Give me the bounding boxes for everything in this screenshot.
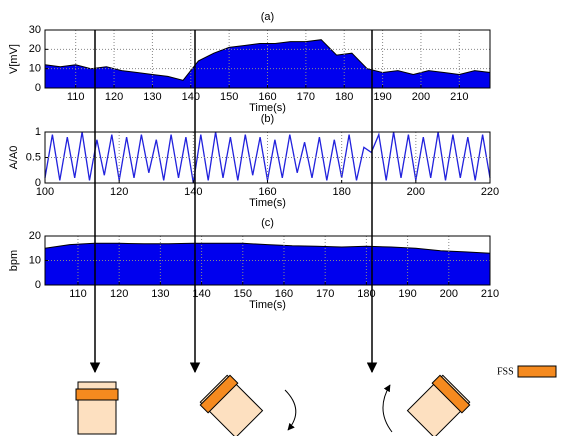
y-tick-label: 30 — [29, 24, 41, 36]
legend-label: FSS — [497, 366, 514, 377]
x-tick-label: 190 — [398, 288, 416, 300]
device-tilted-left — [199, 374, 264, 436]
x-tick-label: 180 — [357, 288, 375, 300]
x-tick-label: 210 — [481, 288, 499, 300]
x-tick-label: 130 — [151, 288, 169, 300]
rotation-arrow — [383, 385, 392, 432]
y-tick-label: 10 — [29, 254, 41, 266]
chart-title: (c) — [261, 217, 274, 229]
x-tick-label: 120 — [110, 288, 128, 300]
x-axis-label: Time(s) — [249, 299, 286, 311]
x-tick-label: 180 — [332, 186, 350, 198]
x-tick-label: 140 — [184, 186, 202, 198]
x-tick-label: 130 — [143, 91, 161, 103]
x-tick-label: 200 — [412, 91, 430, 103]
device-upright — [76, 382, 118, 434]
rotation-arrow — [285, 390, 296, 430]
x-tick-label: 180 — [335, 91, 353, 103]
legend-swatch — [518, 366, 556, 377]
x-tick-label: 200 — [407, 186, 425, 198]
x-tick-label: 210 — [450, 91, 468, 103]
x-tick-label: 200 — [440, 288, 458, 300]
x-tick-label: 120 — [105, 91, 123, 103]
x-tick-label: 170 — [297, 91, 315, 103]
chart-title: (a) — [261, 11, 274, 23]
y-tick-label: 0 — [35, 82, 41, 94]
x-axis-label: Time(s) — [249, 197, 286, 209]
y-tick-label: 0 — [35, 279, 41, 291]
x-tick-label: 220 — [481, 186, 499, 198]
area — [45, 243, 490, 285]
y-axis-label: V[mV] — [8, 44, 20, 74]
x-tick-label: 170 — [316, 288, 334, 300]
x-tick-label: 190 — [373, 91, 391, 103]
device-tilted-right — [406, 374, 471, 436]
y-tick-label: 0.5 — [26, 151, 41, 163]
figure: (a)0102030110120130140150160170180190200… — [0, 0, 565, 436]
y-tick-label: 10 — [29, 63, 41, 75]
y-tick-label: 20 — [29, 43, 41, 55]
x-tick-label: 150 — [220, 91, 238, 103]
y-tick-label: 20 — [29, 230, 41, 242]
y-tick-label: 1 — [35, 126, 41, 138]
x-tick-label: 140 — [182, 91, 200, 103]
chart-title: (b) — [261, 113, 274, 125]
x-tick-label: 110 — [69, 288, 87, 300]
y-axis-label: bpm — [8, 250, 20, 271]
x-tick-label: 100 — [36, 186, 54, 198]
x-tick-label: 110 — [67, 91, 85, 103]
x-tick-label: 120 — [110, 186, 128, 198]
y-axis-label: A/A0 — [8, 146, 20, 170]
